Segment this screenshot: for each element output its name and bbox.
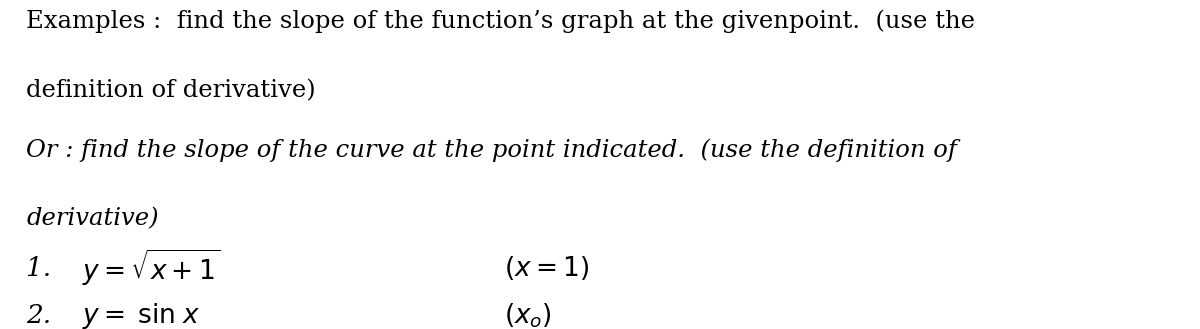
Text: definition of derivative): definition of derivative)	[26, 79, 316, 102]
Text: 1.: 1.	[26, 256, 60, 281]
Text: Examples :  find the slope of the function’s graph at the givenpoint.  (use the: Examples : find the slope of the functio…	[26, 10, 976, 34]
Text: 2.: 2.	[26, 303, 60, 328]
Text: derivative): derivative)	[26, 207, 160, 230]
Text: $(x_o)$: $(x_o)$	[504, 302, 552, 329]
Text: $y = \sqrt{x+1}$: $y = \sqrt{x+1}$	[82, 248, 220, 289]
Text: Or : find the slope of the curve at the point indicated.  (use the definition of: Or : find the slope of the curve at the …	[26, 138, 958, 162]
Text: $y = \;\mathrm{sin}\; x$: $y = \;\mathrm{sin}\; x$	[82, 301, 200, 329]
Text: $(x{=}1)$: $(x{=}1)$	[504, 254, 589, 282]
